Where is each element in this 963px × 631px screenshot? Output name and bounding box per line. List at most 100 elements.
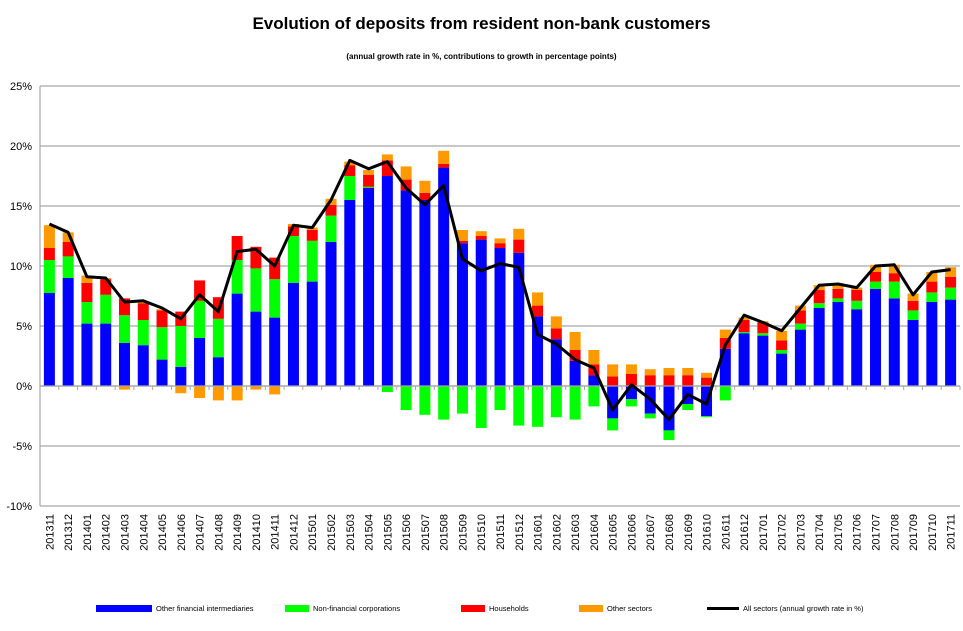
bar-segment — [813, 285, 825, 290]
bar-segment — [569, 386, 581, 420]
bar-segment — [118, 342, 130, 386]
y-tick-label: 25% — [10, 81, 32, 93]
bar-segment — [813, 308, 825, 386]
bar-segment — [870, 288, 882, 386]
bar-segment — [832, 298, 844, 302]
legend-swatch-other — [579, 605, 603, 612]
bar-segment — [475, 236, 487, 240]
bar-segment — [250, 246, 262, 269]
bar-segment — [287, 282, 299, 386]
bar-segment — [607, 418, 619, 431]
bar-segment — [43, 293, 55, 386]
bar-segment — [400, 179, 412, 191]
legend-label: All sectors (annual growth rate in %) — [743, 604, 864, 613]
bar-segment — [62, 232, 74, 242]
bar-segment — [945, 299, 957, 386]
bar-segment — [682, 404, 694, 410]
y-tick-label: 5% — [16, 321, 32, 333]
y-tick-label: 20% — [10, 141, 32, 153]
bar-segment — [381, 154, 393, 161]
bar-segment — [269, 257, 281, 280]
bar-segment — [945, 287, 957, 300]
x-tick-label: 201602 — [551, 514, 563, 551]
x-tick-label: 201609 — [683, 514, 695, 551]
bar-segment — [813, 303, 825, 308]
bar-segment — [625, 386, 637, 400]
bar-segment — [663, 368, 675, 376]
bar-segment — [231, 236, 243, 260]
x-tick-label: 201401 — [82, 514, 94, 551]
x-tick-label: 201312 — [63, 514, 75, 551]
x-tick-label: 201612 — [739, 514, 751, 551]
x-tick-label: 201704 — [814, 514, 826, 551]
x-tick-label: 201703 — [795, 514, 807, 551]
bar-segment — [419, 192, 431, 200]
bar-segment — [907, 310, 919, 320]
bar-segment — [738, 317, 750, 320]
bar-segment — [851, 300, 863, 310]
bar-segment — [194, 386, 206, 398]
bar-segment — [907, 300, 919, 311]
legend-label: Households — [489, 604, 529, 613]
bar-segment — [400, 386, 412, 410]
bar-segment — [250, 268, 262, 312]
x-tick-label: 201406 — [176, 514, 188, 551]
legend-swatch-nfc — [285, 605, 309, 612]
legend-swatch-all-sectors — [707, 607, 739, 610]
x-tick-label: 201409 — [232, 514, 244, 551]
bar-segment — [269, 317, 281, 386]
bar-segment — [738, 333, 750, 386]
x-tick-label: 201506 — [401, 514, 413, 551]
bar-segment — [625, 399, 637, 407]
bar-segment — [569, 350, 581, 361]
x-tick-label: 201404 — [138, 514, 150, 551]
bar-segment — [832, 288, 844, 299]
bar-segment — [663, 430, 675, 440]
y-tick-label: -5% — [12, 441, 32, 453]
bar-segment — [306, 281, 318, 386]
bar-segment — [588, 375, 600, 386]
legend-item-ofi: Other financial intermediaries — [96, 604, 254, 613]
bar-segment — [832, 302, 844, 386]
x-tick-label: 201405 — [157, 514, 169, 551]
bar-segment — [194, 300, 206, 338]
bar-segment — [306, 240, 318, 282]
bar-segment — [719, 348, 731, 386]
legend-item-households: Households — [461, 604, 529, 613]
x-tick-label: 201508 — [439, 514, 451, 551]
legend-swatch-ofi — [96, 605, 152, 612]
chart-title: Evolution of deposits from resident non-… — [252, 14, 711, 33]
bar-segment — [344, 176, 356, 200]
x-tick-label: 201606 — [626, 514, 638, 551]
bar-segment — [776, 350, 788, 354]
bar-segment — [212, 318, 224, 358]
bar-segment — [456, 243, 468, 386]
bar-segment — [607, 386, 619, 419]
bar-segment — [137, 345, 149, 386]
bar-segment — [532, 316, 544, 386]
bar-segment — [494, 386, 506, 410]
bar-segment — [419, 386, 431, 415]
bar-segment — [156, 309, 168, 311]
bar-segment — [363, 188, 375, 386]
x-tick-label: 201711 — [946, 514, 958, 550]
x-tick-label: 201402 — [101, 514, 113, 551]
y-tick-label: 15% — [10, 201, 32, 213]
legend-label: Non-financial corporations — [313, 604, 401, 613]
x-tick-label: 201501 — [307, 514, 319, 551]
x-tick-label: 201604 — [589, 514, 601, 551]
bar-segment — [870, 264, 882, 272]
bar-segment — [118, 386, 130, 390]
bar-segment — [532, 305, 544, 317]
bar-segment — [832, 285, 844, 289]
bar-segment — [625, 364, 637, 374]
bar-segment — [325, 204, 337, 216]
bar-segment — [250, 311, 262, 386]
bar-segment — [43, 225, 55, 248]
bar-segment — [381, 160, 393, 176]
x-tick-label: 201705 — [833, 514, 845, 551]
bar-segment — [400, 166, 412, 180]
bar-segment — [532, 386, 544, 427]
bar-segment — [344, 200, 356, 386]
bar-segment — [682, 375, 694, 386]
